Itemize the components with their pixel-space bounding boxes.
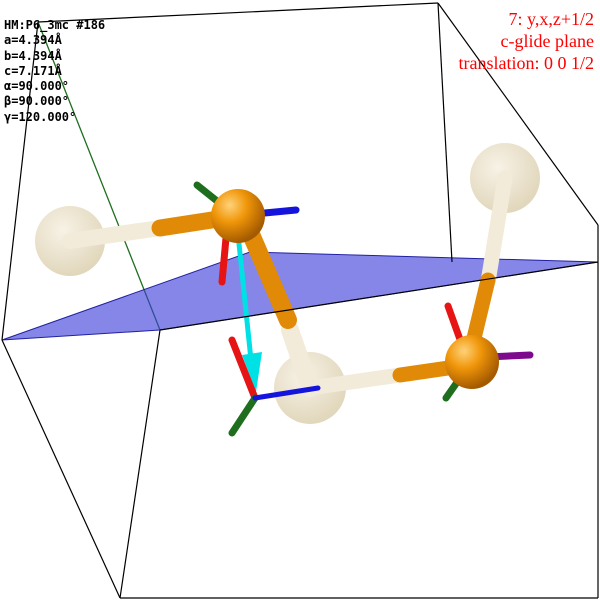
cell-edge	[437, 2, 599, 226]
space-group-label: HM:P6_3mc #186	[4, 18, 106, 32]
lattice-c: c=7.171Å	[4, 63, 62, 78]
ghost-bond	[480, 170, 513, 290]
symmetry-element-label: c-glide plane	[500, 31, 594, 51]
unit-cell-back-edges	[37, 2, 599, 599]
atom-b	[445, 335, 499, 389]
glide-vector-head	[242, 352, 262, 392]
translation-label: translation: 0 0 1/2	[458, 53, 594, 73]
origin-axes	[228, 336, 321, 437]
axis-y	[228, 394, 259, 437]
unit-cell-info: HM:P6_3mc #186 a=4.394Å b=4.394Å c=7.171…	[4, 18, 105, 125]
axis-z	[252, 385, 321, 401]
bond	[241, 223, 297, 329]
ghost-bonds	[62, 170, 513, 397]
ghost-bond	[62, 220, 168, 249]
cell-edge	[37, 2, 439, 23]
atom-a	[211, 189, 265, 243]
symmetry-operation-info: 7: y,x,z+1/2 c-glide plane translation: …	[459, 8, 594, 74]
lattice-b: b=4.394Å	[4, 48, 62, 63]
lattice-a: a=4.394Å	[4, 33, 62, 48]
cell-edge	[159, 261, 599, 331]
symop-label: 7: y,x,z+1/2	[508, 9, 594, 29]
angle-beta: β=90.000°	[4, 94, 70, 109]
cell-edge	[1, 339, 121, 599]
angle-alpha: α=90.000°	[4, 79, 70, 94]
glide-vector-shaft	[235, 231, 254, 363]
ghost-bond	[302, 367, 408, 396]
atom-a-axis-x	[218, 234, 230, 286]
axis-x	[228, 336, 259, 402]
cell-edge	[437, 2, 453, 263]
cell-axis-b	[37, 21, 161, 331]
glide-vector	[235, 231, 262, 392]
cell-edge	[1, 21, 39, 341]
angle-gamma: γ=120.000°	[4, 109, 77, 124]
cell-edge	[119, 329, 161, 599]
ghost-bond	[281, 321, 319, 397]
